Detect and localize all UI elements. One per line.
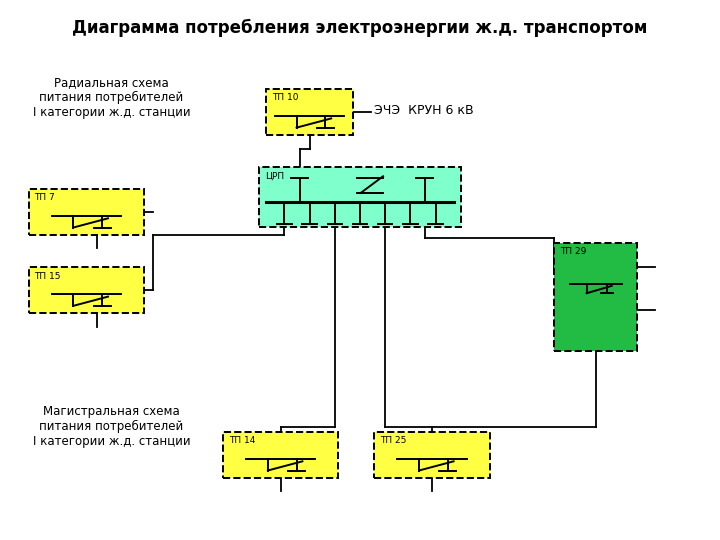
FancyBboxPatch shape <box>29 267 144 313</box>
Text: ТП 29: ТП 29 <box>560 247 587 256</box>
FancyBboxPatch shape <box>374 432 490 478</box>
Text: Магистральная схема
питания потребителей
I категории ж.д. станции: Магистральная схема питания потребителей… <box>33 405 190 448</box>
FancyBboxPatch shape <box>259 167 461 227</box>
FancyBboxPatch shape <box>554 243 637 351</box>
Text: ТП 15: ТП 15 <box>35 272 61 281</box>
Text: Диаграмма потребления электроэнергии ж.д. транспортом: Диаграмма потребления электроэнергии ж.д… <box>72 19 648 37</box>
Text: ЭЧЭ  КРУН 6 кВ: ЭЧЭ КРУН 6 кВ <box>374 104 474 117</box>
Text: ЦРП: ЦРП <box>265 172 284 181</box>
FancyBboxPatch shape <box>266 89 353 135</box>
Text: ТП 25: ТП 25 <box>380 436 407 446</box>
Text: ТП 14: ТП 14 <box>229 436 256 446</box>
FancyBboxPatch shape <box>223 432 338 478</box>
Text: ТП 10: ТП 10 <box>272 93 299 103</box>
Text: ТП 7: ТП 7 <box>35 193 55 202</box>
FancyBboxPatch shape <box>29 189 144 235</box>
Text: Радиальная схема
питания потребителей
I категории ж.д. станции: Радиальная схема питания потребителей I … <box>33 76 190 119</box>
